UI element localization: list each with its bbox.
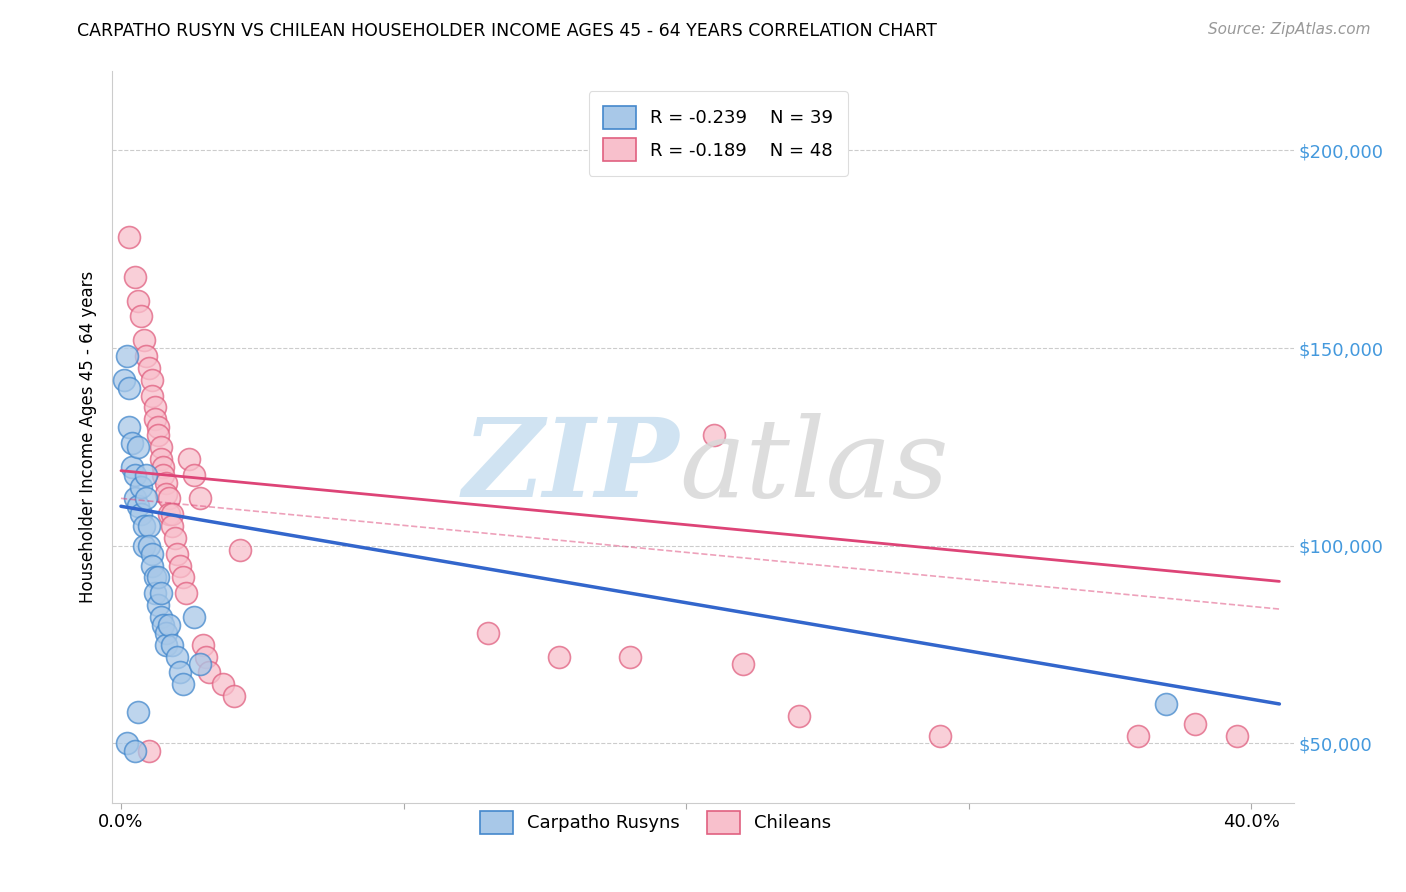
Point	[127, 440, 149, 454]
Point	[157, 507, 180, 521]
Point	[143, 412, 166, 426]
Point	[138, 360, 160, 375]
Point	[160, 507, 183, 521]
Point	[1226, 729, 1249, 743]
Point	[157, 491, 180, 506]
Point	[121, 459, 143, 474]
Point	[135, 467, 157, 482]
Point	[132, 539, 155, 553]
Text: atlas: atlas	[679, 413, 949, 520]
Point	[135, 349, 157, 363]
Point	[112, 373, 135, 387]
Point	[127, 293, 149, 308]
Point	[191, 638, 214, 652]
Point	[124, 744, 146, 758]
Legend: Carpatho Rusyns, Chileans: Carpatho Rusyns, Chileans	[472, 804, 838, 841]
Point	[155, 475, 177, 490]
Y-axis label: Householder Income Ages 45 - 64 years: Householder Income Ages 45 - 64 years	[79, 271, 97, 603]
Point	[194, 649, 217, 664]
Point	[169, 665, 191, 680]
Point	[160, 519, 183, 533]
Point	[149, 586, 172, 600]
Point	[163, 531, 186, 545]
Point	[146, 420, 169, 434]
Point	[141, 547, 163, 561]
Point	[143, 586, 166, 600]
Point	[118, 420, 141, 434]
Point	[228, 542, 250, 557]
Point	[152, 459, 174, 474]
Point	[929, 729, 952, 743]
Point	[141, 558, 163, 573]
Point	[152, 467, 174, 482]
Point	[146, 598, 169, 612]
Point	[188, 657, 211, 672]
Point	[211, 677, 233, 691]
Point	[174, 586, 197, 600]
Point	[138, 539, 160, 553]
Point	[1126, 729, 1149, 743]
Point	[1184, 716, 1206, 731]
Point	[135, 491, 157, 506]
Text: CARPATHO RUSYN VS CHILEAN HOUSEHOLDER INCOME AGES 45 - 64 YEARS CORRELATION CHAR: CARPATHO RUSYN VS CHILEAN HOUSEHOLDER IN…	[77, 22, 938, 40]
Point	[124, 269, 146, 284]
Point	[143, 401, 166, 415]
Point	[118, 230, 141, 244]
Point	[477, 625, 499, 640]
Point	[169, 558, 191, 573]
Point	[731, 657, 754, 672]
Point	[157, 618, 180, 632]
Point	[132, 333, 155, 347]
Point	[155, 625, 177, 640]
Point	[177, 451, 200, 466]
Point	[138, 744, 160, 758]
Text: ZIP: ZIP	[463, 413, 679, 520]
Point	[121, 436, 143, 450]
Point	[141, 388, 163, 402]
Point	[115, 737, 138, 751]
Text: Source: ZipAtlas.com: Source: ZipAtlas.com	[1208, 22, 1371, 37]
Point	[138, 519, 160, 533]
Point	[160, 638, 183, 652]
Point	[155, 638, 177, 652]
Point	[166, 547, 188, 561]
Point	[132, 519, 155, 533]
Point	[149, 610, 172, 624]
Point	[115, 349, 138, 363]
Point	[129, 507, 152, 521]
Point	[141, 373, 163, 387]
Point	[143, 570, 166, 584]
Point	[152, 618, 174, 632]
Point	[166, 649, 188, 664]
Point	[146, 428, 169, 442]
Point	[155, 487, 177, 501]
Point	[172, 677, 194, 691]
Point	[548, 649, 571, 664]
Point	[222, 689, 245, 703]
Point	[619, 649, 641, 664]
Point	[787, 708, 810, 723]
Point	[172, 570, 194, 584]
Point	[1156, 697, 1178, 711]
Point	[129, 310, 152, 324]
Point	[149, 440, 172, 454]
Point	[188, 491, 211, 506]
Point	[124, 491, 146, 506]
Point	[127, 500, 149, 514]
Point	[703, 428, 725, 442]
Point	[127, 705, 149, 719]
Point	[197, 665, 219, 680]
Point	[183, 610, 205, 624]
Point	[129, 479, 152, 493]
Point	[118, 381, 141, 395]
Point	[149, 451, 172, 466]
Point	[124, 467, 146, 482]
Point	[146, 570, 169, 584]
Point	[183, 467, 205, 482]
